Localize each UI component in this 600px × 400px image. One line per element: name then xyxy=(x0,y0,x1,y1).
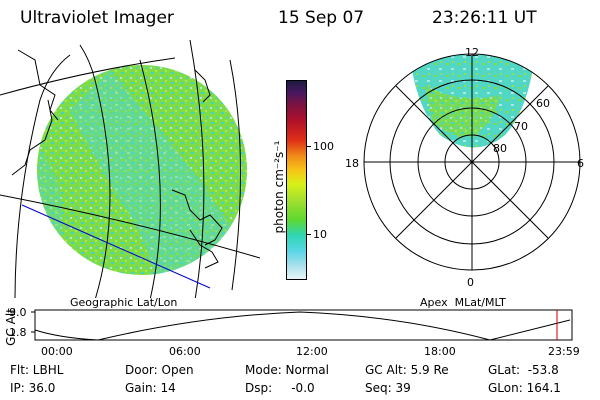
lat-label-80: 80 xyxy=(493,142,507,155)
ip-info: IP: 36.0 xyxy=(10,381,56,395)
dsp-info: Dsp: -0.0 xyxy=(245,381,315,395)
geographic-panel-label: Geographic Lat/Lon xyxy=(70,296,178,309)
altitude-xtick: 06:00 xyxy=(169,345,201,358)
mode-info: Mode: Normal xyxy=(245,363,329,377)
mlt-label-12: 12 xyxy=(465,46,479,59)
filter-info: Flt: LBHL xyxy=(10,363,64,377)
altitude-xtick: 18:00 xyxy=(424,345,456,358)
instrument-title: Ultraviolet Imager xyxy=(20,8,174,28)
mlt-label-18: 18 xyxy=(345,157,359,170)
mlt-label-6: 6 xyxy=(577,157,584,170)
polar-grid xyxy=(363,53,581,271)
lat-label-70: 70 xyxy=(514,120,528,133)
satellite-track xyxy=(21,204,211,289)
altitude-ytick: 1.8 xyxy=(9,326,27,339)
glat-info: GLat: -53.8 xyxy=(488,363,559,377)
mlt-label-0: 0 xyxy=(467,276,474,289)
time-label: 23:26:11 UT xyxy=(432,8,537,28)
colorbar-tick-100 xyxy=(306,146,311,147)
door-info: Door: Open xyxy=(125,363,194,377)
altitude-ytick: 9.0 xyxy=(9,306,27,319)
geographic-grid xyxy=(0,40,261,298)
gc-alt-info: GC Alt: 5.9 Re xyxy=(365,363,449,377)
colorbar-unit-label: photon cm⁻²s⁻¹ xyxy=(272,140,286,234)
colorbar xyxy=(286,80,307,280)
geographic-image xyxy=(37,65,247,275)
altitude-xtick: 12:00 xyxy=(296,345,328,358)
glon-info: GLon: 164.1 xyxy=(488,381,561,395)
date-label: 15 Sep 07 xyxy=(278,8,365,28)
colorbar-tick-label: 10 xyxy=(313,228,327,241)
altitude-xtick: 23:59 xyxy=(548,345,580,358)
altitude-plot xyxy=(31,309,573,341)
gain-info: Gain: 14 xyxy=(125,381,176,395)
lat-label-60: 60 xyxy=(536,97,550,110)
seq-info: Seq: 39 xyxy=(365,381,411,395)
altitude-xtick: 00:00 xyxy=(41,345,73,358)
polar-panel-label: Apex MLat/MLT xyxy=(420,296,506,309)
colorbar-tick-10 xyxy=(306,234,311,235)
colorbar-tick-label: 100 xyxy=(313,140,334,153)
